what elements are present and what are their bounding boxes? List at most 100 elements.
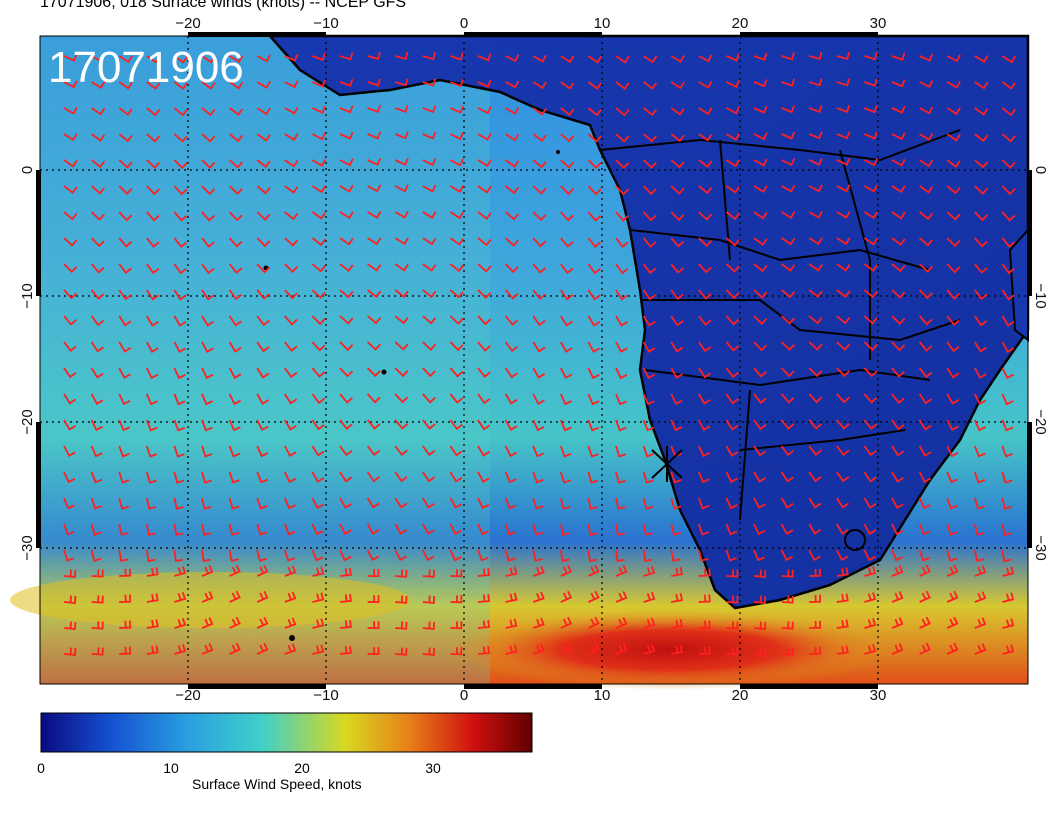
wind-barb xyxy=(284,80,299,89)
wind-barb xyxy=(615,289,629,301)
wind-barb xyxy=(90,549,102,562)
wind-barb xyxy=(284,643,297,655)
wind-barb xyxy=(145,393,158,406)
wind-barb xyxy=(698,80,713,89)
wind-barb xyxy=(366,419,381,430)
wind-barb xyxy=(532,591,545,603)
wind-barb xyxy=(173,367,186,380)
wind-barb xyxy=(781,184,796,193)
wind-barb xyxy=(90,497,103,510)
wind-barb xyxy=(173,263,187,275)
wind-barb xyxy=(670,107,685,116)
wind-barb xyxy=(781,78,795,87)
wind-barb xyxy=(366,393,381,404)
wind-barb xyxy=(891,237,906,246)
wind-barb xyxy=(532,549,543,562)
wind-barb xyxy=(946,393,960,405)
wind-barb xyxy=(229,159,243,169)
wind-barb xyxy=(670,237,685,248)
wind-barb xyxy=(283,549,296,562)
wind-barb xyxy=(228,419,241,432)
wind-barb xyxy=(201,393,214,406)
wind-barb xyxy=(725,445,739,457)
wind-barb xyxy=(256,523,268,536)
wind-barb xyxy=(228,445,241,458)
wind-barb xyxy=(863,211,879,220)
wind-barb xyxy=(559,471,571,484)
wind-barb xyxy=(615,419,627,432)
wind-barb xyxy=(449,158,465,167)
wind-barb xyxy=(587,549,597,562)
wind-barb xyxy=(339,184,354,193)
wind-barb xyxy=(119,646,132,655)
wind-barb xyxy=(725,367,740,379)
wind-barb xyxy=(698,620,711,629)
wind-barb xyxy=(615,185,630,196)
wind-barb xyxy=(201,471,212,484)
wind-barb xyxy=(146,289,160,301)
wind-barb xyxy=(753,393,767,404)
wind-barb xyxy=(505,80,520,89)
colorbar-tick: 30 xyxy=(425,760,441,776)
wind-barb xyxy=(587,107,602,117)
wind-barb xyxy=(228,185,243,195)
wind-barb xyxy=(863,419,878,430)
wind-barb xyxy=(864,52,878,61)
wind-barb xyxy=(173,107,188,117)
wind-barb xyxy=(973,419,986,432)
wind-barb xyxy=(339,593,352,603)
wind-barb xyxy=(808,315,823,325)
wind-barb xyxy=(63,133,78,142)
wind-barb xyxy=(587,81,602,90)
wind-barb xyxy=(753,549,766,562)
wind-barb xyxy=(973,549,985,562)
wind-barb xyxy=(532,393,545,406)
wind-barb xyxy=(450,621,463,630)
wind-barb xyxy=(256,616,269,629)
wind-barb xyxy=(422,341,437,351)
wind-barb xyxy=(173,523,184,536)
wind-barb xyxy=(946,642,959,655)
wind-barb xyxy=(918,289,933,300)
wind-barb xyxy=(891,419,905,431)
wind-barb xyxy=(284,565,297,577)
wind-barb xyxy=(780,393,795,404)
wind-barb xyxy=(946,107,961,116)
colorbar-tick: 10 xyxy=(163,760,179,776)
wind-barb xyxy=(670,367,684,379)
wind-barb xyxy=(118,315,132,327)
wind-barb xyxy=(560,237,574,248)
wind-barb xyxy=(808,471,822,483)
wind-barb xyxy=(725,523,738,536)
wind-barb xyxy=(891,471,904,483)
wind-barb xyxy=(477,367,491,378)
wind-barb xyxy=(615,393,627,406)
wind-barb xyxy=(173,497,184,510)
lat-tick: −20 xyxy=(19,409,36,434)
lon-tick: 20 xyxy=(732,687,749,700)
wind-barb xyxy=(642,367,656,380)
wind-barb xyxy=(477,567,490,577)
wind-barb xyxy=(726,647,739,656)
wind-barb xyxy=(504,367,518,379)
lon-tick: −10 xyxy=(313,15,338,32)
wind-barb xyxy=(395,647,408,656)
wind-barb xyxy=(946,80,961,89)
wind-barb xyxy=(1001,211,1016,222)
wind-barb xyxy=(256,419,269,432)
wind-barb xyxy=(477,289,492,299)
wind-barb xyxy=(1001,55,1017,64)
wind-barb xyxy=(863,158,879,167)
wind-barb xyxy=(642,159,657,169)
wind-barb xyxy=(919,616,931,629)
wind-barb xyxy=(228,211,243,222)
wind-barb xyxy=(339,367,354,378)
wind-barb xyxy=(1001,107,1016,117)
wind-barb xyxy=(587,159,602,169)
wind-barb xyxy=(256,237,271,248)
lat-ticks-left: 0 −10 −20 −30 xyxy=(19,166,36,561)
wind-barb xyxy=(228,263,243,274)
wind-barb xyxy=(836,523,849,535)
wind-barb xyxy=(1001,471,1013,484)
wind-barb xyxy=(946,367,960,379)
